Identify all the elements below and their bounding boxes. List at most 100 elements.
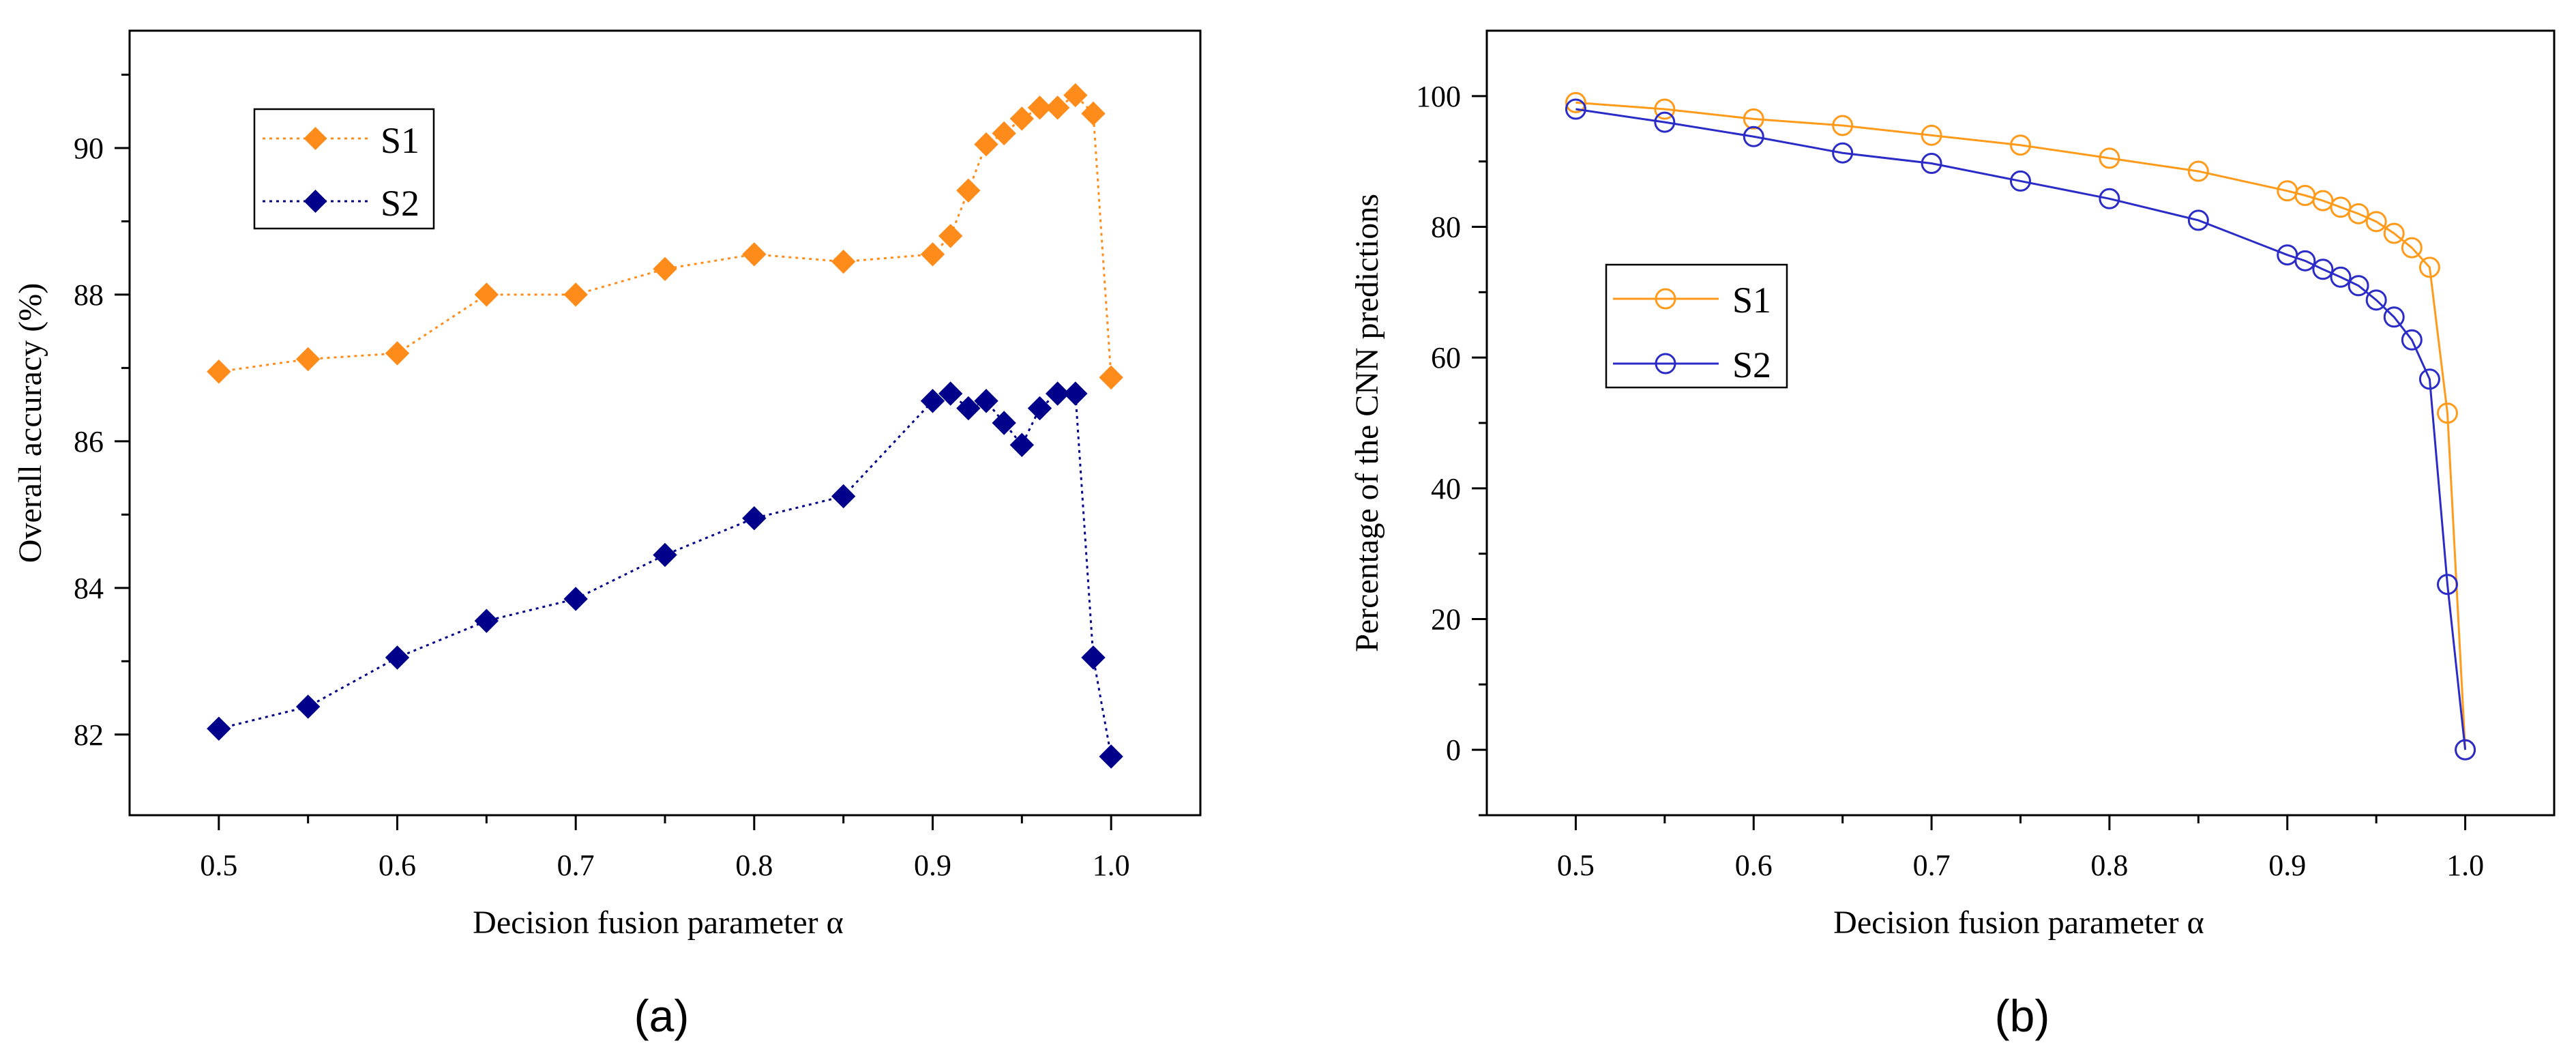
legend-item-s2: S2 — [1613, 344, 1771, 385]
y-tick-label: 0 — [1446, 733, 1461, 767]
data-point-s2 — [1027, 396, 1052, 421]
data-point-s2 — [1565, 98, 1586, 120]
data-point-s1 — [1832, 115, 1854, 136]
series-group — [207, 83, 1123, 769]
x-tick-label: 0.6 — [379, 849, 416, 882]
y-tick-label: 88 — [74, 278, 104, 312]
data-point-s1 — [1063, 83, 1088, 108]
data-point-s2 — [474, 608, 499, 633]
x-tick-label: 0.6 — [1735, 849, 1773, 882]
data-point-s1 — [2099, 147, 2120, 169]
data-point-s1 — [1654, 98, 1676, 120]
data-point-s2 — [653, 542, 677, 568]
data-point-s1 — [295, 347, 321, 372]
data-point-s2 — [1045, 381, 1070, 406]
x-tick-label: 0.5 — [200, 849, 237, 882]
data-point-s1 — [1743, 108, 1764, 130]
y-tick-label: 40 — [1431, 472, 1461, 505]
data-point-s1 — [2187, 160, 2209, 182]
series-s2 — [1565, 98, 2476, 761]
plot-frame — [1485, 29, 2556, 817]
data-point-s2 — [2330, 266, 2352, 288]
series-group — [1565, 91, 2476, 761]
data-point-s2 — [920, 389, 945, 413]
data-point-s2 — [742, 506, 767, 531]
data-point-s1 — [920, 242, 945, 267]
data-point-s1 — [1045, 96, 1070, 120]
legend-marker-s2 — [1655, 353, 1676, 375]
x-tick-label: 0.7 — [557, 849, 595, 882]
x-tick-label: 1.0 — [1093, 849, 1130, 882]
data-point-s2 — [2383, 306, 2405, 328]
data-point-s1 — [1099, 365, 1123, 390]
data-point-s1 — [992, 121, 1016, 146]
panel-label-a: (a) — [634, 991, 690, 1041]
data-point-s1 — [1565, 91, 1586, 113]
data-point-s2 — [831, 484, 856, 509]
legend-label-s1: S1 — [1732, 280, 1771, 321]
legend: S1 S2 — [253, 108, 435, 230]
x-tick-label: 0.9 — [914, 849, 951, 882]
y-tick-label: 100 — [1416, 80, 1461, 113]
y-tick-label: 60 — [1431, 341, 1461, 375]
data-point-s1 — [2401, 237, 2423, 259]
x-tick-label: 0.5 — [1557, 849, 1595, 882]
y-tick-label: 20 — [1431, 603, 1461, 636]
series-s2 — [207, 381, 1123, 769]
legend-label-s2: S2 — [1732, 344, 1771, 385]
series-s1 — [1565, 91, 2476, 761]
data-point-s1 — [1081, 101, 1106, 126]
legend-item-s1: S1 — [263, 120, 419, 161]
data-point-s2 — [1832, 142, 1854, 164]
data-point-s1 — [831, 249, 856, 274]
data-point-s2 — [2418, 368, 2440, 390]
x-tick-label: 0.7 — [1913, 849, 1951, 882]
data-point-s2 — [956, 396, 981, 421]
data-point-s1 — [2418, 256, 2440, 278]
data-point-s1 — [2010, 134, 2031, 156]
data-point-s2 — [2401, 329, 2423, 351]
legend-item-s1: S1 — [1613, 280, 1771, 321]
data-point-s1 — [1009, 106, 1035, 131]
data-point-s1 — [653, 256, 677, 282]
legend-marker-s1 — [1655, 288, 1676, 310]
y-tick-label: 90 — [74, 132, 104, 165]
series-s1 — [207, 83, 1123, 390]
legend-marker-s2 — [304, 190, 327, 213]
y-axis-label: Overall accuracy (%) — [12, 283, 48, 563]
y-axis: 0 20 40 60 80 100 — [1416, 80, 1487, 817]
y-tick-label: 84 — [74, 572, 104, 605]
x-axis-label: Decision fusion parameter α — [1833, 905, 2204, 941]
data-point-s2 — [1063, 381, 1088, 406]
x-axis: 0.5 0.6 0.7 0.8 0.9 1.0 — [200, 815, 1130, 882]
data-point-s1 — [385, 341, 410, 366]
data-point-s2 — [2099, 188, 2120, 209]
panel-label-b: (b) — [1995, 991, 2050, 1041]
data-point-s2 — [385, 645, 410, 670]
data-point-s2 — [938, 381, 963, 406]
data-point-s2 — [2312, 259, 2334, 280]
data-point-s1 — [1921, 124, 1942, 146]
legend-label-s1: S1 — [381, 120, 419, 161]
data-point-s1 — [2365, 211, 2387, 233]
data-point-s2 — [1009, 432, 1035, 457]
data-point-s1 — [2348, 203, 2369, 224]
legend-box — [1605, 263, 1788, 389]
data-point-s2 — [563, 587, 588, 611]
data-point-s2 — [1743, 126, 1764, 147]
x-tick-label: 0.8 — [2090, 849, 2128, 882]
legend-item-s2: S2 — [263, 183, 419, 224]
data-point-s2 — [2437, 574, 2458, 596]
data-point-s1 — [938, 224, 963, 248]
series-line-s2 — [1575, 108, 2467, 750]
y-tick-label: 82 — [74, 718, 104, 752]
data-point-s1 — [1027, 96, 1052, 120]
chart-panel-a: 0.5 0.6 0.7 0.8 0.9 1.0 82 84 86 88 90 S1 S2 Deci… — [12, 29, 1202, 1041]
data-point-s1 — [2383, 222, 2405, 244]
data-point-s2 — [1654, 111, 1676, 133]
data-point-s2 — [2187, 209, 2209, 231]
data-point-s2 — [2365, 289, 2387, 311]
series-line-s1 — [1575, 101, 2467, 750]
legend-label-s2: S2 — [381, 183, 419, 224]
